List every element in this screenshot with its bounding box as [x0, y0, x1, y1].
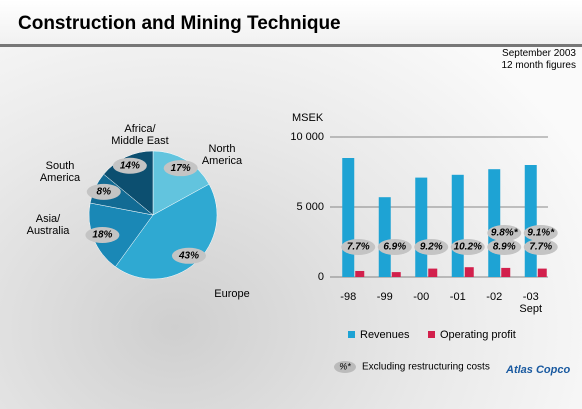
bar: [488, 169, 501, 277]
date: September 2003: [502, 48, 576, 59]
pie-category-label: Asia/ Australia: [26, 213, 70, 237]
bar: [537, 268, 547, 277]
bar: [378, 197, 391, 277]
margin-label-oval: [450, 239, 485, 255]
header-bar: [0, 0, 582, 47]
pie-value-label: 8%: [97, 186, 112, 197]
margin-label-oval: [523, 239, 558, 255]
margin-label-oval: [487, 239, 522, 255]
bar: [464, 267, 474, 277]
margin-label-oval: [341, 239, 376, 255]
pie-category-label: Africa/ Middle East: [111, 123, 169, 147]
pie-value-label-oval: [112, 157, 147, 174]
pie-value-label: 17%: [171, 163, 191, 174]
logo: Atlas Copco: [506, 364, 571, 376]
bar: [501, 267, 511, 277]
margin-label: 9.8%*: [491, 228, 519, 239]
y-tick-label: 0: [318, 271, 324, 283]
pie-category-label: North America: [201, 143, 243, 167]
y-tick-label: 10 000: [290, 131, 324, 143]
margin-label-oval: [377, 239, 412, 255]
pie-category-label: Europe: [214, 288, 250, 300]
bar: [428, 268, 438, 277]
title: Construction and Mining Technique: [18, 13, 341, 34]
note: 12 month figures: [501, 60, 577, 71]
margin-label: 9.1%*: [527, 228, 555, 239]
margin-label: 9.2%: [420, 242, 443, 253]
bar: [355, 270, 365, 277]
pie-value-label: 18%: [92, 230, 112, 241]
x-tick-label: -01: [449, 291, 466, 303]
x-tick-label: -02: [486, 291, 503, 303]
x-tick-label: -99: [376, 291, 393, 303]
legend-label: Revenues: [360, 329, 410, 341]
margin-label-oval: [523, 225, 558, 241]
footnote-text: Excluding restructuring costs: [362, 362, 490, 373]
pie-value-label-oval: [85, 227, 120, 244]
footnote-marker: %*: [339, 361, 351, 371]
margin-label: 10.2%: [454, 242, 482, 253]
margin-label-oval: [487, 225, 522, 241]
x-tick-label: -03 Sept: [519, 291, 543, 315]
margin-label: 8.9%: [493, 242, 516, 253]
margin-label: 7.7%: [529, 242, 552, 253]
pie-value-label-oval: [171, 247, 206, 264]
bar: [524, 165, 537, 277]
margin-label-oval: [414, 239, 449, 255]
pie-value-label-oval: [163, 160, 198, 177]
bar: [391, 272, 401, 277]
legend-swatch: [428, 331, 435, 338]
legend-swatch: [348, 331, 355, 338]
y-tick-label: 5 000: [296, 201, 324, 213]
x-tick-label: -98: [340, 291, 357, 303]
margin-label: 7.7%: [347, 242, 370, 253]
footnote-oval: [334, 361, 356, 373]
bar: [451, 174, 464, 277]
pie-value-label-oval: [86, 183, 121, 200]
bar: [342, 158, 355, 277]
y-axis-label: MSEK: [292, 112, 324, 124]
pie-value-label: 43%: [178, 250, 199, 261]
legend-label: Operating profit: [440, 329, 516, 341]
pie-category-label: South America: [39, 160, 81, 184]
x-tick-label: -00: [413, 291, 430, 303]
pie-value-label: 14%: [120, 160, 140, 171]
bar: [415, 177, 428, 277]
margin-label: 6.9%: [383, 242, 406, 253]
